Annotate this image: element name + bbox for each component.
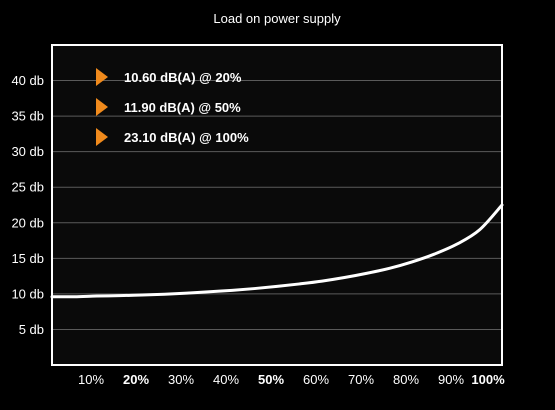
x-tick-label: 100% bbox=[471, 372, 505, 387]
x-axis-ticks: 10% 20% 30% 40% 50% 60% 70% 80% 90% 100% bbox=[78, 372, 505, 387]
annotation-item: 10.60 dB(A) @ 20% bbox=[96, 68, 242, 86]
x-tick-label: 50% bbox=[258, 372, 284, 387]
annotation-label: 23.10 dB(A) @ 100% bbox=[124, 130, 249, 145]
y-tick-label: 25 db bbox=[11, 180, 44, 195]
plot-area bbox=[52, 45, 502, 365]
triangle-marker-icon bbox=[96, 98, 108, 116]
triangle-marker-icon bbox=[96, 128, 108, 146]
x-tick-label: 90% bbox=[438, 372, 464, 387]
x-tick-label: 70% bbox=[348, 372, 374, 387]
y-tick-label: 40 db bbox=[11, 73, 44, 88]
series-line bbox=[50, 203, 504, 299]
y-axis-ticks: 5 db 10 db 15 db 20 db 25 db 30 db 35 db 40 db bbox=[11, 73, 44, 337]
x-tick-label: 20% bbox=[123, 372, 149, 387]
annotations: 10.60 dB(A) @ 20% 11.90 dB(A) @ 50% 23.10 … bbox=[96, 68, 249, 146]
y-tick-label: 15 db bbox=[11, 251, 44, 266]
x-tick-label: 60% bbox=[303, 372, 329, 387]
x-tick-label: 40% bbox=[213, 372, 239, 387]
y-tick-label: 5 db bbox=[19, 322, 44, 337]
x-tick-label: 80% bbox=[393, 372, 419, 387]
triangle-marker-icon bbox=[96, 68, 108, 86]
annotation-label: 10.60 dB(A) @ 20% bbox=[124, 70, 242, 85]
y-tick-label: 10 db bbox=[11, 286, 44, 301]
annotation-label: 11.90 dB(A) @ 50% bbox=[124, 100, 241, 115]
y-tick-label: 30 db bbox=[11, 144, 44, 159]
plot-frame bbox=[51, 44, 503, 366]
grid-lines bbox=[52, 80, 502, 330]
annotation-item: 23.10 dB(A) @ 100% bbox=[96, 128, 249, 146]
y-tick-label: 20 db bbox=[11, 215, 44, 230]
x-tick-label: 30% bbox=[168, 372, 194, 387]
y-tick-label: 35 db bbox=[11, 109, 44, 124]
x-tick-label: 10% bbox=[78, 372, 104, 387]
chart-title: Load on power supply bbox=[213, 11, 341, 26]
annotation-item: 11.90 dB(A) @ 50% bbox=[96, 98, 241, 116]
